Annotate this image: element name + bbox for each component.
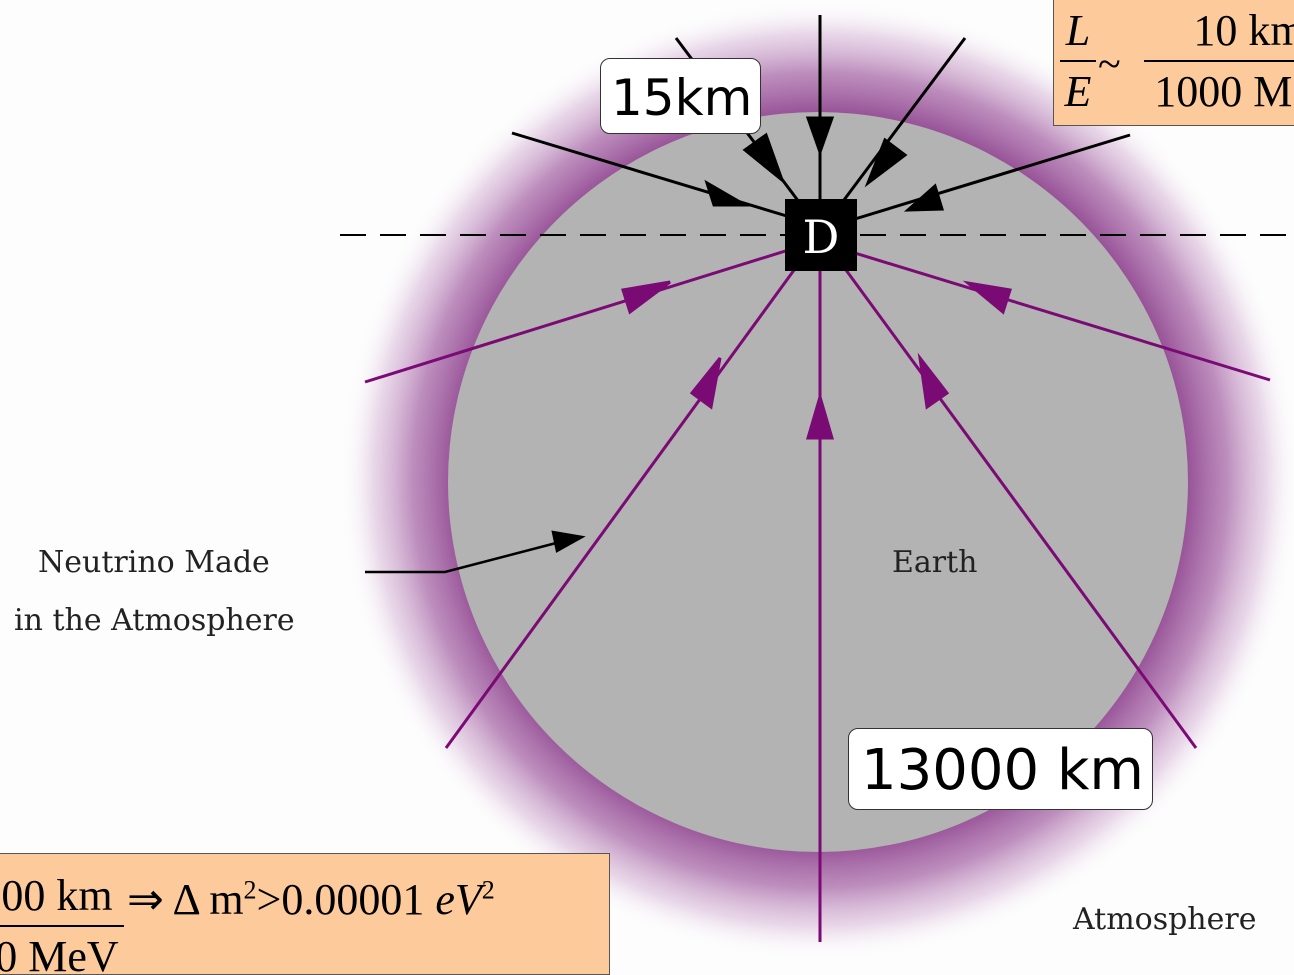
arrow-head-down-left-steep <box>742 132 786 185</box>
track-up-left-shallow <box>364 246 796 384</box>
track-down-left-shallow <box>511 131 801 222</box>
formula-bottom-result: ⇒ Δ m2>0.00001 eV2 <box>127 874 495 925</box>
formula-mass-box: 10000 km 1000 MeV ⇒ Δ m2>0.00001 eV2 <box>0 853 610 975</box>
arrow-head-up-right-steep <box>917 352 950 410</box>
arrow-head-up-vertical <box>805 391 835 440</box>
pointer-arrow-head <box>551 530 586 553</box>
downward-tracks <box>511 15 1131 224</box>
earth-label: Earth <box>892 545 978 580</box>
formula-bottom-fraction: 10000 km 1000 MeV <box>0 870 124 975</box>
arrow-head-down-right-steep <box>864 137 908 188</box>
formula-rhs-fraction: 10 km 1000 MeV <box>1144 5 1294 117</box>
short-distance-callout: 15km <box>600 58 762 134</box>
track-down-right-steep <box>833 37 967 213</box>
delta-m-exponent: 2 <box>243 875 257 905</box>
formula-e: E <box>1064 67 1092 116</box>
track-up-right-shallow <box>844 248 1271 382</box>
long-distance-callout: 13000 km <box>848 728 1153 810</box>
mass-unit: eV <box>435 875 482 924</box>
neutrino-pointer <box>365 530 586 574</box>
in-atmosphere-label: in the Atmosphere <box>14 603 295 638</box>
arrow-head-down-left-shallow <box>704 179 751 207</box>
detector-box <box>785 199 857 271</box>
formula-rhs-den: 1000 MeV <box>1154 67 1294 116</box>
arrow-head-up-left-shallow <box>621 280 671 315</box>
formula-lhs-fraction: L E <box>1060 5 1096 117</box>
detector-label: D <box>803 210 840 264</box>
track-up-right-steep <box>833 254 1198 749</box>
mass-value: 0.00001 <box>281 875 425 924</box>
mass-unit-exponent: 2 <box>481 875 495 905</box>
formula-similar-sign: ~ <box>1098 42 1121 88</box>
delta-m: Δ m <box>172 875 244 924</box>
arrow-head-down-vertical <box>805 116 835 157</box>
formula-bottom-den: 1000 MeV <box>0 932 119 975</box>
implies-sign: ⇒ <box>127 875 164 924</box>
neutrino-made-label: Neutrino Made <box>38 545 270 580</box>
arrow-head-up-right-shallow <box>962 280 1012 315</box>
track-down-right-shallow <box>844 133 1131 224</box>
formula-ratio-box: L E ~ 10 km 1000 MeV <box>1053 0 1294 126</box>
track-up-left-steep <box>444 254 807 749</box>
arrow-head-down-right-shallow <box>903 183 945 212</box>
greater-than-sign: > <box>256 875 282 924</box>
atmosphere-label: Atmosphere <box>1072 902 1256 937</box>
formula-bottom-num: 10000 km <box>0 871 113 920</box>
upward-tracks <box>364 246 1271 942</box>
arrow-head-up-left-steep <box>689 357 722 410</box>
formula-rhs-num: 10 km <box>1193 6 1294 55</box>
formula-l: L <box>1065 6 1091 55</box>
